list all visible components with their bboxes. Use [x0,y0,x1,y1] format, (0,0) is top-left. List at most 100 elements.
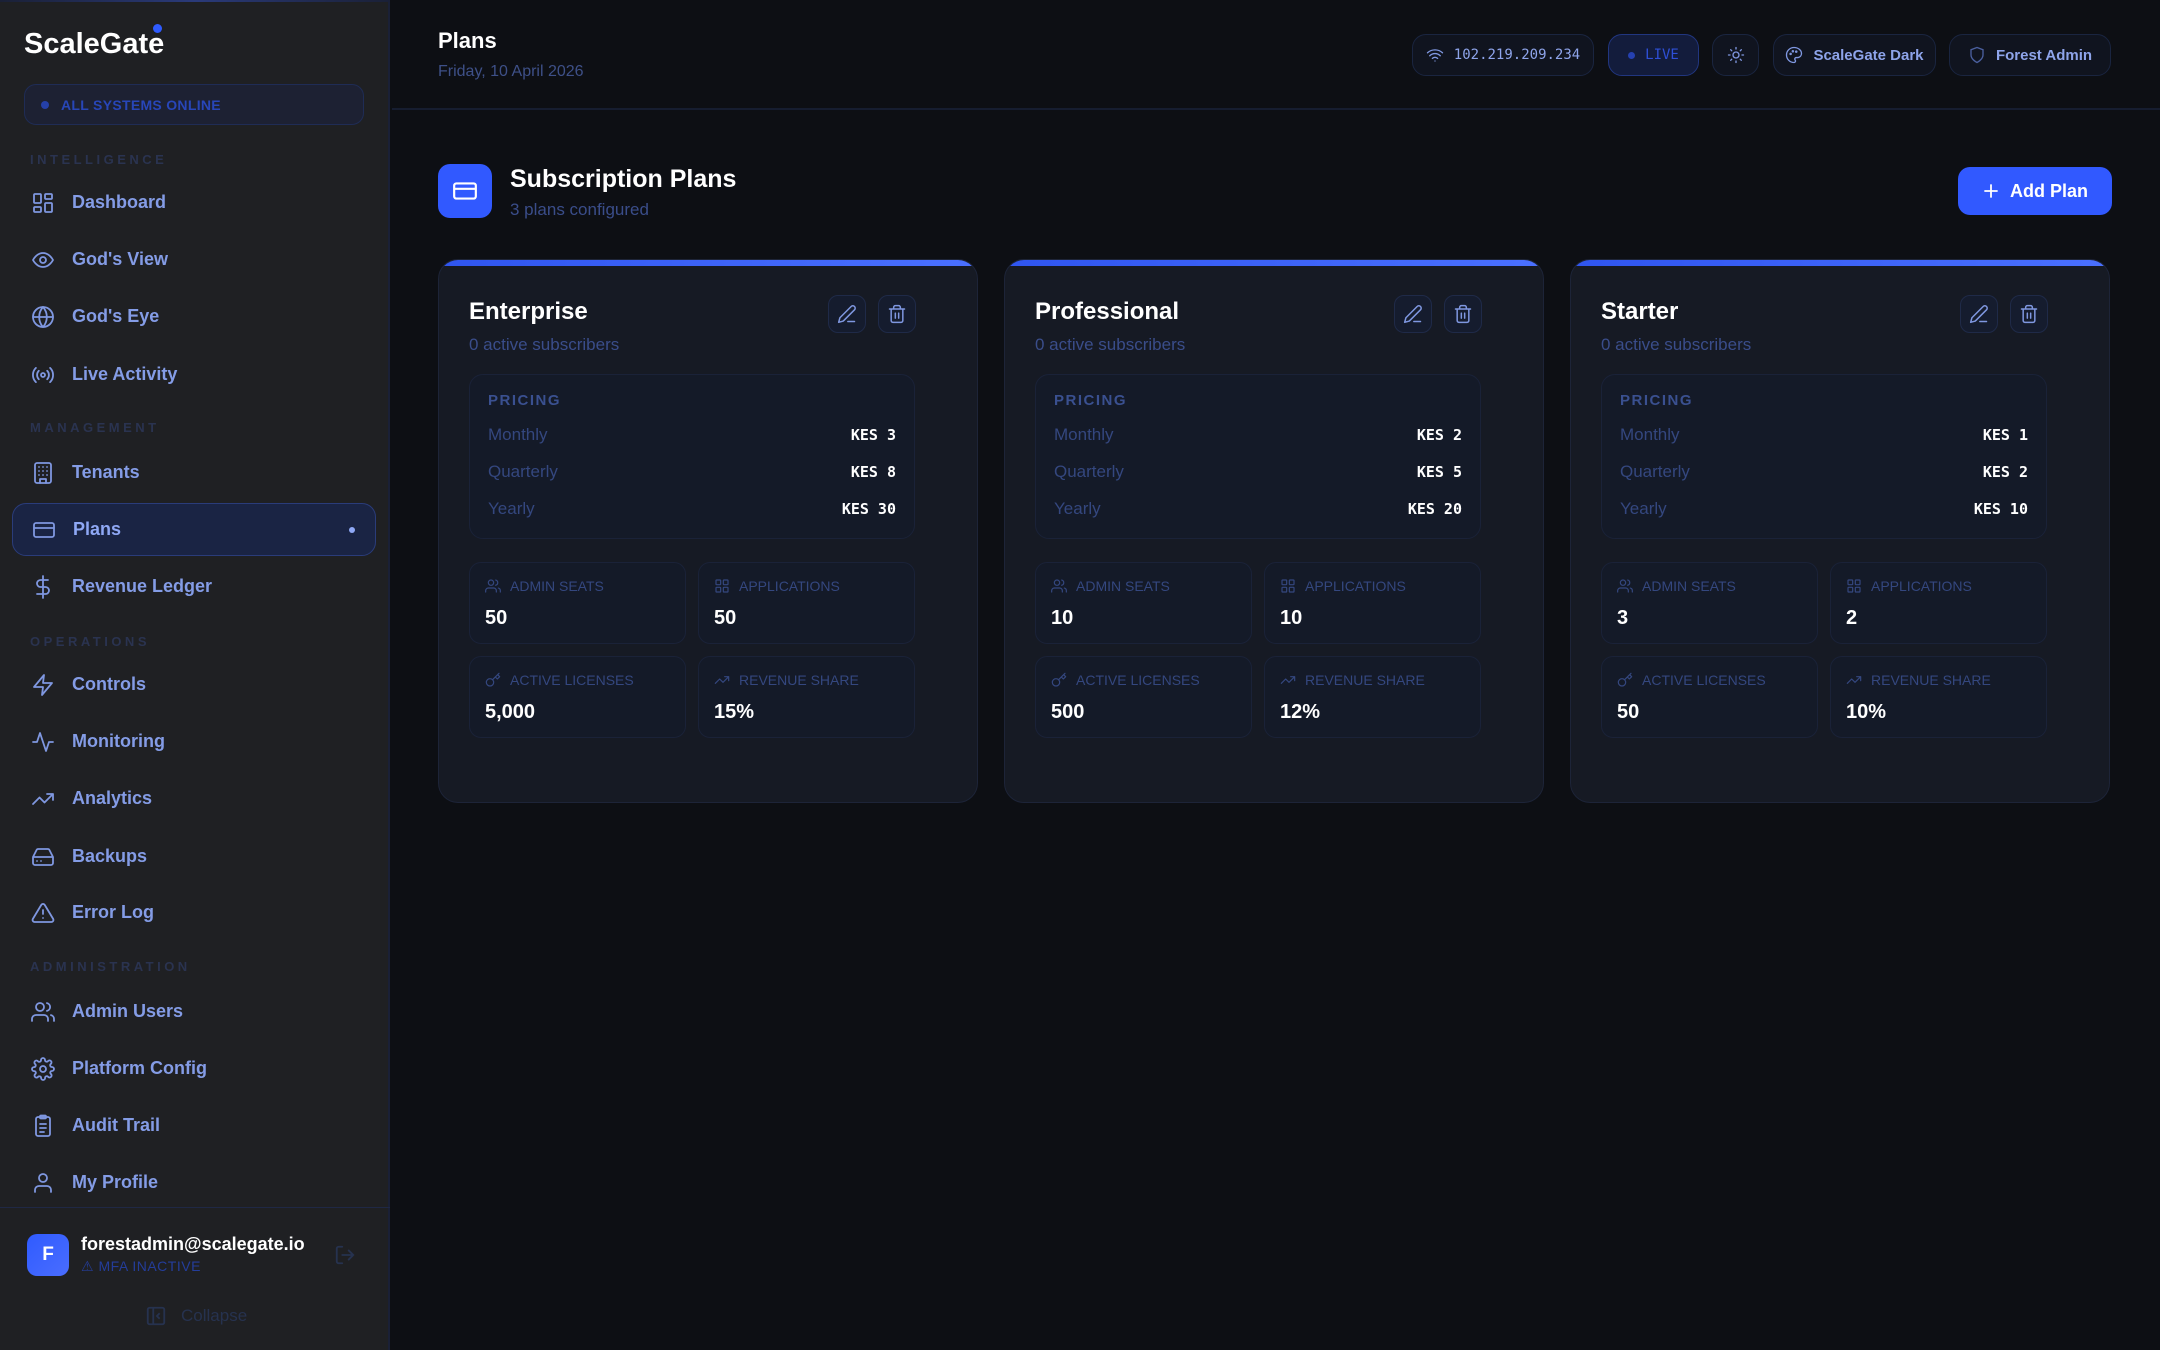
sidebar-item-error-log[interactable]: Error Log [12,886,376,939]
sidebar-item-plans[interactable]: Plans [12,503,376,556]
sidebar-item-tenants[interactable]: Tenants [12,446,376,499]
sidebar-item-god-s-eye[interactable]: God's Eye [12,290,376,343]
stat-value: 15% [714,701,755,723]
edit-plan-button[interactable] [828,295,866,333]
plan-subscribers: 0 active subscribers [469,335,620,354]
dollar-icon [36,574,50,599]
users-icon [485,579,501,593]
stat-applications: APPLICATIONS 10 [1264,562,1481,644]
stat-active-licenses: ACTIVE LICENSES 50 [1601,656,1818,738]
price-row-monthly: Monthly KES 1 [1620,425,2028,445]
stat-label: ACTIVE LICENSES [510,672,634,688]
sidebar-item-label: Backups [72,846,148,866]
top-header: Plans Friday, 10 April 2026 [392,0,2160,110]
sidebar-item-god-s-view[interactable]: God's View [12,233,376,286]
delete-plan-button[interactable] [1444,295,1482,333]
card-accent-bar [1571,260,2109,266]
sidebar-item-analytics[interactable]: Analytics [12,772,376,825]
trending-up-icon [1280,676,1296,684]
price-value: KES 2 [1982,463,2028,481]
stat-value: 10 [1051,607,1074,629]
add-plan-label: Add Plan [2009,180,2088,201]
pricing-label: PRICING [1054,392,1128,409]
user-email: forestadmin@scalegate.io [81,1234,305,1254]
section-subtitle: 3 plans configured [510,200,649,219]
stat-label: ADMIN SEATS [1076,578,1170,594]
mfa-status: ⚠ MFA INACTIVE [81,1258,201,1274]
live-dot [1628,51,1636,59]
price-row-yearly: Yearly KES 20 [1054,499,1462,519]
plan-subscribers: 0 active subscribers [1601,335,1752,354]
stat-label: ACTIVE LICENSES [1642,672,1766,688]
sidebar-item-label: Revenue Ledger [72,576,213,596]
theme-selector[interactable]: ScaleGate Dark [1773,34,1936,76]
pricing-box: PRICING Monthly KES 1 Quarterly KES 2 Yearly… [1601,374,2047,539]
pricing-label: PRICING [488,392,562,409]
nav-section-label: MANAGEMENT [30,420,160,435]
collapse-button[interactable]: Collapse [145,1305,247,1327]
plan-card: Starter 0 active subscribers PRICING Mon… [1570,259,2110,803]
trash-icon [2020,304,2038,324]
stat-value: 2 [1846,607,1858,629]
sidebar-item-label: Monitoring [72,731,165,751]
stat-value: 50 [1617,701,1640,723]
sidebar-item-admin-users[interactable]: Admin Users [12,985,376,1038]
sidebar-item-monitoring[interactable]: Monitoring [12,715,376,768]
gear-icon [31,1056,55,1081]
plan-name: Starter [1601,298,1679,325]
sidebar-item-label: Tenants [72,462,140,482]
plan-card: Professional 0 active subscribers PRICIN… [1004,259,1544,803]
edit-plan-button[interactable] [1960,295,1998,333]
sidebar-item-dashboard[interactable]: Dashboard [12,176,376,229]
sidebar-item-label: Admin Users [72,1001,184,1021]
price-row-yearly: Yearly KES 30 [488,499,896,519]
card-accent-bar [1005,260,1543,266]
sidebar-item-platform-config[interactable]: Platform Config [12,1042,376,1095]
edit-plan-button[interactable] [1394,295,1432,333]
stat-value: 10 [1280,607,1303,629]
add-plan-button[interactable]: Add Plan [1958,167,2112,215]
sidebar-item-revenue-ledger[interactable]: Revenue Ledger [12,560,376,613]
sidebar-item-backups[interactable]: Backups [12,830,376,883]
delete-plan-button[interactable] [2010,295,2048,333]
price-period: Yearly [1620,499,1667,518]
stat-label: APPLICATIONS [739,578,840,594]
hard-drive-icon [32,847,54,866]
price-period: Quarterly [1054,462,1124,481]
key-icon [1051,672,1067,687]
active-indicator [349,526,355,533]
user-role-chip[interactable]: Forest Admin [1949,34,2111,76]
sidebar-item-controls[interactable]: Controls [12,658,376,711]
sidebar-item-label: Dashboard [72,192,167,212]
price-period: Quarterly [1620,462,1690,481]
credit-card-icon [453,182,477,200]
price-value: KES 1 [1982,426,2028,444]
nav-section-label: INTELLIGENCE [30,152,168,167]
palette-icon [1786,46,1803,64]
price-period: Monthly [1054,425,1114,444]
sidebar-item-live-activity[interactable]: Live Activity [12,348,376,401]
pricing-label: PRICING [1620,392,1694,409]
building-icon [34,461,52,484]
status-text: ALL SYSTEMS ONLINE [61,96,221,113]
sidebar-item-audit-trail[interactable]: Audit Trail [12,1099,376,1152]
theme-toggle-button[interactable] [1712,34,1759,76]
live-status-chip[interactable]: LIVE [1608,34,1699,76]
logout-button[interactable] [334,1244,356,1271]
clipboard-icon [35,1114,51,1137]
stat-value: 50 [485,607,508,629]
plan-subscribers: 0 active subscribers [1035,335,1186,354]
sidebar: ScaleGate ALL SYSTEMS ONLINE INTELLIGENC… [0,0,390,1350]
price-period: Yearly [1054,499,1101,518]
sidebar-item-label: Analytics [72,788,153,808]
eye-icon [32,251,54,268]
stat-revenue-share: REVENUE SHARE 12% [1264,656,1481,738]
broadcast-icon [32,366,54,383]
avatar[interactable]: F [27,1234,69,1276]
price-period: Quarterly [488,462,558,481]
sidebar-item-my-profile[interactable]: My Profile [12,1156,376,1209]
pencil-icon [1403,305,1422,324]
sidebar-item-label: Platform Config [72,1058,207,1078]
delete-plan-button[interactable] [878,295,916,333]
sidebar-item-label: Audit Trail [72,1115,161,1135]
